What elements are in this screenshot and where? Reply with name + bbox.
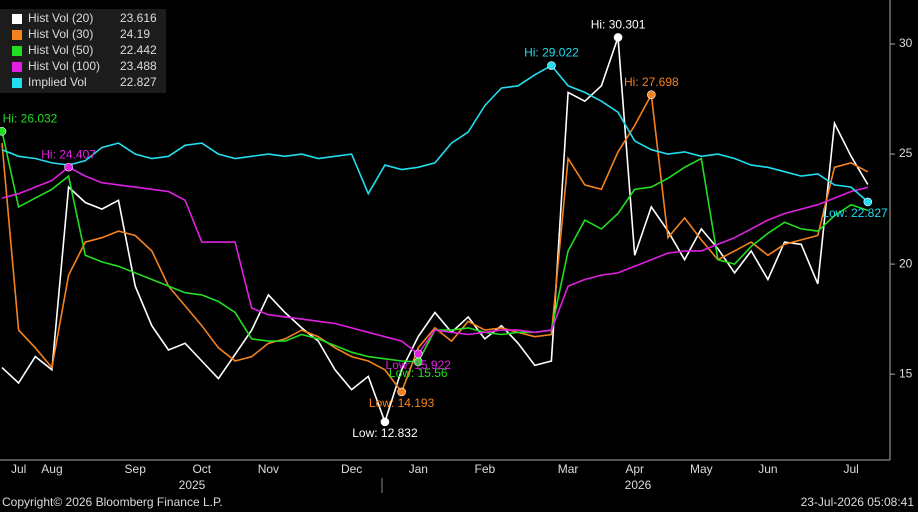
legend-label: Hist Vol (30)	[28, 27, 93, 41]
x-tick-label: May	[690, 462, 713, 476]
annotation-dot	[547, 61, 556, 70]
annotation-dot	[0, 127, 7, 136]
legend-swatch	[12, 14, 22, 24]
x-tick-label: Mar	[558, 462, 579, 476]
x-tick-label: Dec	[341, 462, 362, 476]
annotation-label: Hi: 26.032	[3, 112, 58, 126]
y-tick-label: 30	[899, 36, 913, 50]
annotation-dot	[64, 162, 73, 172]
annotation-dot	[613, 33, 623, 42]
x-tick-label: Jul	[11, 462, 26, 476]
x-tick-label: Apr	[625, 462, 644, 476]
annotation-label: Hi: 24.407	[41, 147, 96, 161]
series-line	[1, 64, 869, 203]
legend-value: 23.488	[120, 59, 157, 73]
legend-swatch	[12, 62, 22, 72]
annotation-dot	[397, 387, 406, 397]
y-tick-label: 25	[899, 146, 913, 160]
copyright: Copyright© 2026 Bloomberg Finance L.P.	[2, 495, 223, 509]
annotation-label: Hi: 29.022	[524, 46, 579, 60]
legend-swatch	[12, 46, 22, 56]
annotation-label: Low: 15.56	[389, 366, 448, 380]
x-tick-label: Sep	[125, 462, 147, 476]
y-tick-label: 15	[899, 366, 913, 380]
y-tick-label: 20	[899, 256, 913, 270]
x-tick-label: Jan	[409, 462, 428, 476]
legend-value: 24.19	[120, 27, 150, 41]
year-label: 2026	[625, 478, 652, 492]
legend-box	[0, 9, 166, 93]
legend-value: 22.827	[120, 75, 157, 89]
annotation-label: Low: 15.922	[386, 358, 452, 372]
year-label: 2025	[179, 478, 206, 492]
annotation-dot	[413, 349, 423, 359]
x-tick-label: Feb	[475, 462, 496, 476]
annotation-label: Hi: 30.301	[591, 18, 646, 32]
legend-label: Hist Vol (20)	[28, 11, 93, 25]
x-tick-label: Oct	[192, 462, 211, 476]
annotation-label: Low: 22.827	[822, 206, 888, 220]
annotation-label: Low: 14.193	[369, 396, 435, 410]
series-line	[1, 92, 869, 394]
legend-label: Hist Vol (100)	[28, 59, 100, 73]
legend-value: 23.616	[120, 11, 157, 25]
annotation-label: Low: 12.832	[352, 426, 418, 440]
legend-value: 22.442	[120, 43, 157, 57]
x-tick-label: Jul	[843, 462, 858, 476]
x-tick-label: Nov	[258, 462, 279, 476]
series-line	[1, 166, 868, 356]
legend-label: Hist Vol (50)	[28, 43, 93, 57]
x-tick-label: Aug	[41, 462, 62, 476]
annotation-dot	[380, 417, 390, 427]
annotation-dot	[647, 90, 656, 99]
legend-swatch	[12, 30, 22, 40]
legend-swatch	[12, 78, 22, 88]
annotation-dot	[863, 197, 873, 207]
timestamp: 23-Jul-2026 05:08:41	[801, 495, 915, 509]
annotation-label: Hi: 27.698	[624, 75, 679, 89]
legend-label: Implied Vol	[28, 75, 87, 89]
x-tick-label: Jun	[758, 462, 777, 476]
